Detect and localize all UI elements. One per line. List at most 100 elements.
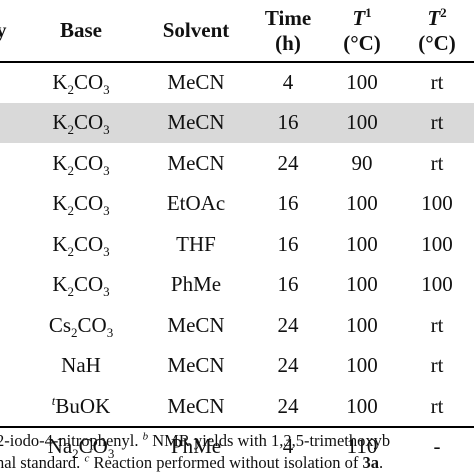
- header-t1-label: T1: [324, 6, 400, 31]
- table-row: K2CO3 THF 16 100 100: [0, 224, 474, 265]
- base-formula-sub1: 2: [71, 324, 78, 340]
- cell-t1: 100: [346, 191, 378, 216]
- table-row: tBuOK MeCN 24 100 rt: [0, 386, 474, 427]
- header-time: Time (h): [252, 0, 324, 62]
- cell-base: K2CO3: [22, 143, 140, 184]
- footnote-compound-ref: 3a: [362, 453, 379, 472]
- cell-entry: [0, 143, 22, 184]
- cell-t1: 100: [346, 272, 378, 297]
- cell-base: tBuOK: [22, 386, 140, 427]
- header-solvent: Solvent: [162, 18, 230, 42]
- cell-time: 16: [277, 191, 299, 216]
- header-t2-unit: (°C): [418, 30, 456, 55]
- base-formula-main: Na: [47, 434, 73, 459]
- cell-t1: 90: [351, 150, 373, 175]
- cell-t1: 100: [346, 70, 378, 95]
- header-t2-label: T2: [400, 6, 474, 31]
- cell-t2: rt: [430, 353, 444, 378]
- cell-base: K2CO3: [22, 102, 140, 143]
- header-t2-sup: 2: [440, 4, 447, 20]
- footnote-2-text-a: nal standard.: [0, 453, 85, 472]
- base-formula-sub2: 3: [103, 243, 110, 259]
- table-body: K2CO3 MeCN 4 100 rt K2CO3 MeCN 16 100 rt K2CO3 MeCN…: [0, 62, 474, 467]
- footnote-line-2: nal standard. c Reaction performed witho…: [0, 452, 474, 474]
- base-formula-main: K: [52, 231, 68, 256]
- cell-t2: rt: [430, 70, 444, 95]
- cell-t1: 100: [346, 393, 378, 418]
- base-formula-mid: CO: [73, 191, 104, 216]
- cell-solvent: EtOAc: [166, 191, 226, 216]
- header-t2-symbol: T: [427, 5, 441, 30]
- base-formula-main: NaH: [61, 353, 101, 378]
- footnote-2-text-c: .: [378, 453, 384, 472]
- cell-time: 16: [277, 272, 299, 297]
- footnote-1-text-b: NMR yields with 1,3,5-trimethoxyb: [148, 431, 391, 450]
- base-formula-mid: CO: [73, 150, 104, 175]
- base-formula-sub2: 3: [103, 203, 110, 219]
- cell-base: K2CO3: [22, 62, 140, 103]
- table-row: K2CO3 MeCN 16 100 rt: [0, 102, 474, 143]
- base-formula-sub2: 3: [107, 446, 115, 462]
- table-row: K2CO3 PhMe 16 100 100: [0, 265, 474, 306]
- header-t1-symbol: T: [352, 5, 366, 30]
- cell-t1: 100: [346, 231, 378, 256]
- cell-time: 4: [282, 70, 294, 95]
- base-formula-sub2: 3: [106, 324, 114, 340]
- cell-time: 16: [252, 102, 324, 143]
- cell-base: Cs2CO3: [22, 305, 140, 346]
- header-t1-unit: (°C): [343, 30, 381, 55]
- cell-solvent: MeCN: [167, 150, 225, 175]
- cell-solvent: PhMe: [170, 272, 222, 297]
- table-row: Cs2CO3 MeCN 24 100 rt: [0, 305, 474, 346]
- cell-t2: 100: [421, 191, 453, 216]
- cell-solvent: MeCN: [140, 102, 252, 143]
- cell-entry: [0, 346, 22, 387]
- cell-solvent: MeCN: [167, 70, 225, 95]
- base-formula-sub1: 2: [67, 284, 74, 300]
- base-formula-main: BuOK: [55, 393, 111, 418]
- cell-t2: 100: [421, 231, 453, 256]
- base-formula-sub1: 2: [67, 203, 74, 219]
- cell-t2: rt: [430, 150, 444, 175]
- cell-entry: [0, 184, 22, 225]
- cell-solvent: MeCN: [167, 393, 225, 418]
- base-formula-mid: CO: [73, 110, 104, 135]
- footnote-2-text-b: Reaction performed without isolation of: [89, 453, 363, 472]
- cell-entry: [0, 224, 22, 265]
- header-entry-fragment-text: y: [0, 18, 7, 42]
- base-formula-main: Cs: [48, 312, 71, 337]
- base-formula-main: K: [52, 110, 68, 135]
- header-t1-sup: 1: [365, 4, 372, 20]
- header-t2: T2 (°C): [400, 0, 474, 62]
- base-formula-sub2: 3: [103, 82, 110, 98]
- base-formula-main: K: [52, 150, 68, 175]
- cell-solvent: THF: [176, 231, 216, 256]
- cell-entry: [0, 305, 22, 346]
- base-formula-main: K: [52, 191, 68, 216]
- table-row: Na2CO3 PhMe 4 110 -: [0, 427, 474, 468]
- base-formula-sub1: 2: [72, 446, 79, 462]
- base-formula-sub2: 3: [103, 284, 110, 300]
- cell-entry: [0, 386, 22, 427]
- cell-t1: 100: [346, 353, 378, 378]
- base-formula-main: K: [52, 70, 68, 95]
- base-formula-sub1: 2: [67, 82, 74, 98]
- cell-solvent: MeCN: [167, 353, 225, 378]
- cell-time: 24: [277, 353, 299, 378]
- footnote-mark-b: b: [142, 430, 149, 443]
- base-formula-mid: CO: [78, 434, 108, 459]
- base-prefix-sup: t: [51, 392, 56, 408]
- base-formula-sub1: 2: [67, 162, 74, 178]
- header-t1: T1 (°C): [324, 0, 400, 62]
- base-formula-sub1: 2: [67, 122, 74, 138]
- base-formula-mid: CO: [73, 231, 104, 256]
- header-base: Base: [60, 18, 102, 42]
- cell-base: K2CO3: [22, 224, 140, 265]
- cell-base: K2CO3: [22, 184, 140, 225]
- cell-time: 24: [277, 312, 299, 337]
- cell-base: K2CO3: [22, 265, 140, 306]
- base-formula-sub2: 3: [103, 162, 110, 178]
- base-formula-main: K: [52, 272, 68, 297]
